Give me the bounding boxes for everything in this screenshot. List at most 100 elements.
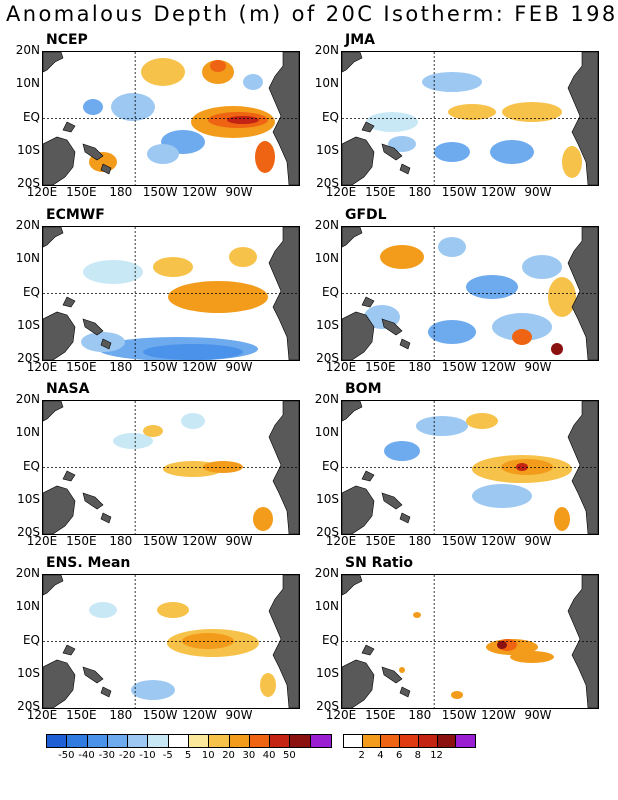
- contour-field: [342, 401, 598, 534]
- landmass: [100, 163, 112, 175]
- contour-region: [210, 60, 226, 72]
- colorbar-swatch: [188, 735, 210, 747]
- lat-label: 10N: [15, 251, 40, 266]
- panel-title: GFDL: [345, 207, 387, 223]
- contour-field: [43, 227, 299, 360]
- landmass: [43, 52, 64, 73]
- contour-region: [448, 104, 496, 120]
- contour-region: [522, 255, 562, 279]
- contour-region: [502, 102, 562, 122]
- contour-field: [342, 575, 598, 708]
- colorbar-swatch: [270, 735, 291, 747]
- landmass: [43, 401, 64, 422]
- lat-label: 10S: [316, 142, 339, 157]
- lat-label: 10N: [314, 599, 339, 614]
- lat-label: EQ: [22, 284, 40, 299]
- contour-region: [466, 275, 518, 299]
- contour-region: [366, 112, 418, 132]
- lat-label: EQ: [321, 458, 339, 473]
- lat-label: 10S: [17, 142, 40, 157]
- contour-region: [113, 433, 153, 449]
- landmass: [82, 666, 104, 684]
- lon-label: 90W: [524, 185, 552, 199]
- lon-label: 150W: [441, 534, 477, 548]
- contour-region: [466, 413, 498, 429]
- panel-title: ECMWF: [46, 207, 105, 223]
- lon-label: 180: [408, 708, 432, 722]
- landmass: [62, 644, 76, 656]
- contour-field: [43, 575, 299, 708]
- landmass: [82, 143, 104, 161]
- lon-label: 120W: [182, 185, 217, 199]
- colorbar-swatch: [107, 735, 129, 747]
- lon-label: 150E: [365, 185, 396, 199]
- colorbar-swatch: [229, 735, 250, 747]
- colorbar-label: 5: [184, 750, 192, 761]
- landmass: [342, 227, 363, 248]
- contour-region: [141, 58, 185, 86]
- colorbar-swatch: [168, 735, 189, 747]
- lat-label: 10N: [314, 425, 339, 440]
- colorbar-label: 30: [242, 750, 256, 761]
- lat-label: 10S: [17, 665, 40, 680]
- colorbar-label: 2: [358, 750, 365, 761]
- lat-label: 20N: [314, 43, 339, 57]
- lat-label: 20S: [316, 525, 339, 539]
- landmass: [399, 163, 411, 175]
- contour-region: [181, 413, 205, 429]
- lat-label: 20N: [15, 43, 40, 57]
- colorbar-label: -5: [162, 750, 173, 761]
- contour-region: [83, 99, 103, 115]
- colorbar-swatches: [46, 734, 332, 748]
- lat-label: 20N: [314, 392, 339, 406]
- contour-region: [143, 344, 243, 360]
- landmass: [342, 401, 363, 422]
- landmass: [381, 492, 403, 510]
- lon-label: 150W: [142, 534, 178, 548]
- lat-label: EQ: [321, 284, 339, 299]
- lon-label: 150E: [66, 360, 97, 374]
- colorbar-label: -20: [118, 750, 136, 761]
- map-ecmwf: [42, 226, 300, 361]
- panel-title: JMA: [345, 32, 375, 48]
- lat-label: 10N: [15, 425, 40, 440]
- map-ncep: [42, 51, 300, 186]
- landmass: [381, 318, 403, 336]
- colorbar-label: -40: [78, 750, 95, 761]
- contour-region: [147, 144, 179, 164]
- lon-label: 90W: [524, 708, 552, 722]
- contour-region: [399, 667, 405, 673]
- lon-label: 120E: [26, 360, 58, 374]
- colorbar-swatch: [67, 735, 88, 747]
- lon-label: 120E: [26, 185, 58, 199]
- contour-region: [384, 441, 420, 461]
- colorbar-swatch: [87, 735, 108, 747]
- colorbar-label: 8: [414, 750, 422, 761]
- lat-label: 10S: [316, 491, 339, 506]
- lat-label: 20S: [17, 351, 40, 365]
- landmass: [43, 227, 64, 248]
- colorbar-swatch: [148, 735, 169, 747]
- lon-label: 90W: [524, 534, 552, 548]
- landmass: [361, 644, 375, 656]
- landmass: [342, 575, 363, 596]
- lat-label: 20N: [314, 218, 339, 232]
- contour-region: [416, 416, 468, 436]
- colorbar-label: 6: [395, 750, 403, 761]
- contour-region: [562, 146, 582, 178]
- landmass: [43, 575, 64, 596]
- lat-label: 20N: [314, 566, 339, 580]
- contour-region: [548, 277, 576, 317]
- lon-label: 90W: [225, 360, 253, 374]
- lat-label: 10S: [316, 665, 339, 680]
- colorbar-swatch: [209, 735, 230, 747]
- colorbar-swatch: [344, 735, 363, 747]
- lat-label: 20N: [15, 392, 40, 406]
- contour-region: [438, 237, 466, 257]
- lon-label: 180: [408, 534, 432, 548]
- lat-label: 10S: [17, 491, 40, 506]
- lon-label: 180: [109, 360, 133, 374]
- contour-region: [253, 507, 273, 531]
- lon-label: 150W: [441, 360, 477, 374]
- colorbar-label: 40: [262, 750, 276, 761]
